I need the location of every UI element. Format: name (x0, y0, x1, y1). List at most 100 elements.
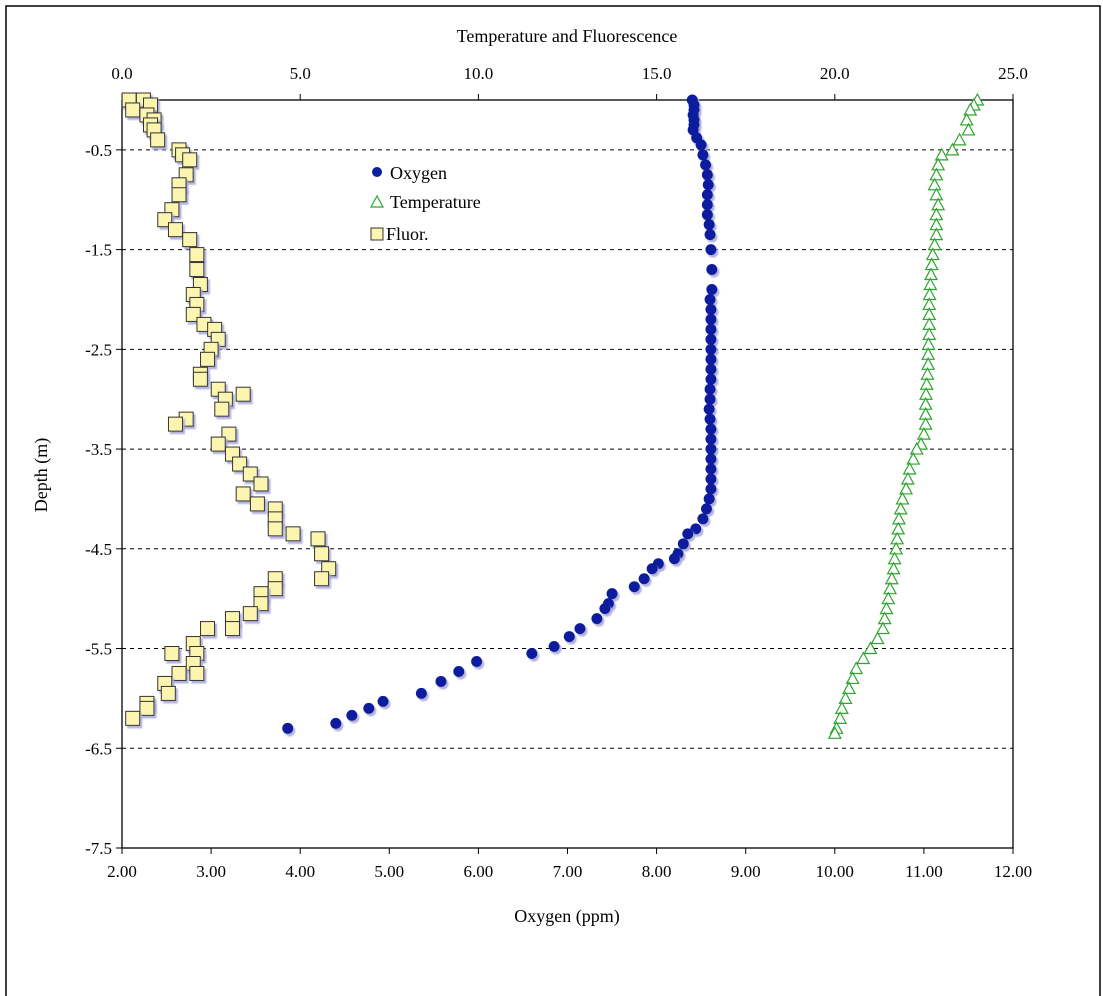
fluor-point (189, 262, 205, 278)
temperature-point (845, 671, 860, 685)
oxygen-point (701, 209, 713, 221)
temperature-point (849, 661, 864, 675)
temperature-point (945, 142, 960, 156)
top-tick-label: 25.0 (998, 64, 1028, 83)
temperature-point (909, 441, 924, 455)
top-tick-label: 10.0 (464, 64, 494, 83)
oxygen-point (705, 433, 717, 445)
fluor-point (182, 232, 198, 248)
oxygen-point (703, 403, 715, 415)
temperature-point (931, 157, 946, 171)
temperature-point (929, 187, 944, 201)
temperature-point (838, 691, 853, 705)
bottom-tick-label: 6.00 (464, 862, 494, 881)
temperature-point (961, 122, 976, 136)
oxygen-point (700, 159, 712, 171)
temperature-point (952, 132, 967, 146)
temperature-point (834, 701, 849, 714)
oxygen-point (677, 538, 689, 550)
oxygen-point (704, 229, 716, 241)
oxygen-point (704, 293, 716, 305)
fluor-point (249, 496, 265, 512)
fluor-point (253, 476, 269, 492)
oxygen-point (700, 503, 712, 515)
fluor-point (192, 371, 208, 387)
temperature-point (934, 147, 949, 161)
legend-temperature-label: Temperature (390, 192, 481, 212)
fluor-point (150, 132, 166, 148)
top-tick-label: 15.0 (642, 64, 672, 83)
fluor-point (314, 546, 330, 562)
series-layer (121, 92, 985, 739)
oxygen-point (628, 581, 640, 593)
y-tick-label: -2.5 (85, 340, 112, 359)
oxygen-point (591, 613, 603, 625)
fluor-point (139, 700, 155, 716)
fluor-point (167, 222, 183, 238)
temperature-point (889, 541, 904, 555)
top-tick-label: 0.0 (111, 64, 132, 83)
y-axis-title: Depth (m) (31, 438, 52, 512)
fluor-point (235, 486, 251, 502)
temperature-point (833, 711, 848, 724)
oxygen-point (526, 648, 538, 660)
fluor-point (224, 621, 240, 637)
legend-fluor-marker (370, 227, 384, 241)
oxygen-point (705, 473, 717, 485)
oxygen-point (377, 695, 389, 707)
oxygen-point (690, 523, 702, 535)
fluor-point (125, 102, 141, 118)
oxygen-point (705, 463, 717, 475)
oxygen-point (330, 717, 342, 729)
top-tick-label: 5.0 (290, 64, 311, 83)
oxygen-point (703, 219, 715, 231)
oxygen-point (705, 363, 717, 375)
oxygen-point (697, 149, 709, 161)
oxygen-point (471, 655, 483, 667)
oxygen-point (705, 353, 717, 365)
temperature-point (899, 481, 914, 495)
fluor-point (182, 152, 198, 168)
temperature-point (884, 571, 899, 585)
bottom-tick-label: 12.00 (994, 862, 1032, 881)
oxygen-point (435, 675, 447, 687)
temperature-point (931, 197, 946, 211)
oxygen-point (703, 493, 715, 505)
oxygen-point (705, 303, 717, 315)
series-oxygen (282, 94, 718, 734)
y-tick-label: -6.5 (85, 739, 112, 758)
temperature-point (875, 621, 890, 635)
fluor-point (164, 646, 180, 662)
bottom-tick-label: 9.00 (731, 862, 761, 881)
temperature-point (918, 416, 933, 430)
y-axis: -0.5 -1.5 -2.5 -3.5 -4.5 -5.5 -6.5 -7.5 (85, 141, 122, 858)
fluor-point (210, 436, 226, 452)
oxygen-point (548, 641, 560, 653)
y-tick-label: -4.5 (85, 540, 112, 559)
bottom-tick-label: 8.00 (642, 862, 672, 881)
top-tick-label: 20.0 (820, 64, 850, 83)
fluor-point (200, 351, 216, 367)
series-temperature (827, 92, 985, 739)
temperature-point (929, 167, 944, 181)
y-tick-label: -0.5 (85, 141, 112, 160)
temperature-point (906, 451, 921, 465)
fluor-point (310, 531, 326, 547)
fluor-point (235, 386, 251, 402)
fluor-point (267, 581, 283, 597)
oxygen-point (346, 709, 358, 721)
y-tick-label: -3.5 (85, 440, 112, 459)
oxygen-point (682, 528, 694, 540)
oxygen-point (705, 453, 717, 465)
fluor-point (160, 685, 176, 701)
temperature-point (877, 611, 892, 625)
oxygen-point (415, 687, 427, 699)
oxygen-point (705, 313, 717, 325)
temperature-point (902, 461, 917, 475)
temperature-point (893, 501, 908, 515)
oxygen-point (705, 443, 717, 455)
oxygen-point (705, 373, 717, 385)
fluor-point (171, 665, 187, 681)
bottom-tick-label: 2.00 (107, 862, 137, 881)
temperature-point (881, 591, 896, 605)
